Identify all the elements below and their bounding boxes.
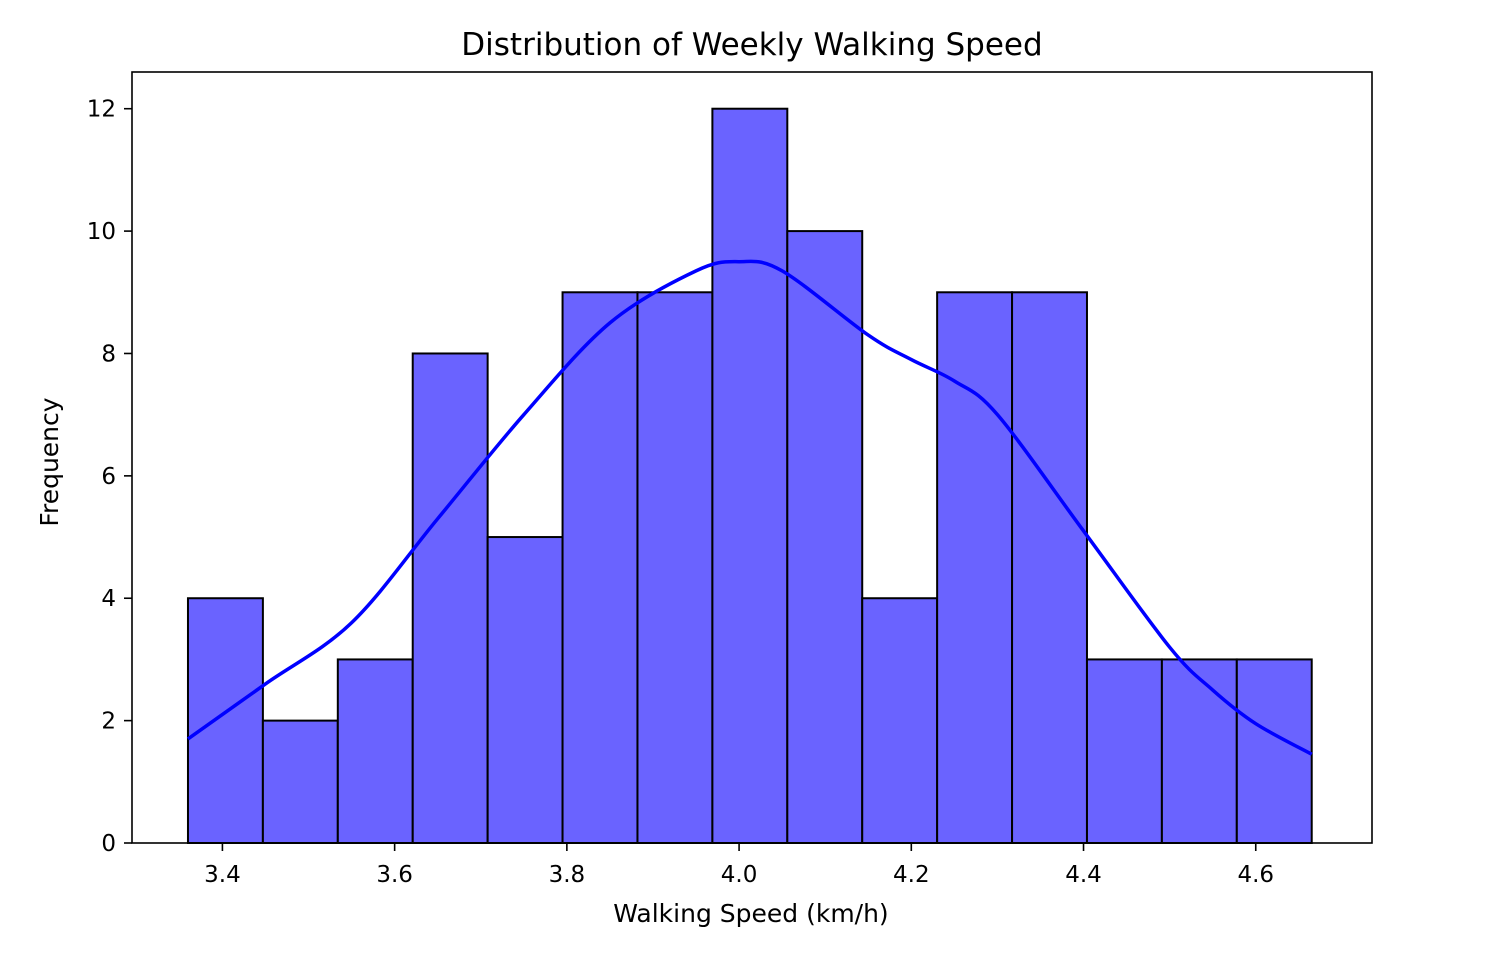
x-tick-label: 4.6 — [1237, 862, 1274, 888]
histogram-bar — [261, 719, 339, 844]
histogram-bar — [336, 658, 414, 845]
x-tick-label: 3.6 — [376, 862, 413, 888]
histogram-bar — [1160, 658, 1238, 845]
y-tick-label: 12 — [87, 97, 116, 123]
histogram-bar — [711, 107, 789, 844]
x-axis-label: Walking Speed (km/h) — [613, 899, 888, 928]
histogram-bar — [486, 536, 564, 844]
bars-layer — [186, 107, 1313, 845]
histogram-bar — [936, 291, 1014, 844]
y-axis-label: Frequency — [35, 397, 64, 526]
x-tick-label: 4.4 — [1065, 862, 1102, 888]
histogram-bar — [786, 230, 864, 845]
y-tick-label: 2 — [101, 709, 116, 735]
histogram-bar — [411, 352, 489, 844]
x-tick-label: 4.2 — [893, 862, 930, 888]
x-axis-ticks: 3.4 3.6 3.8 4.0 4.2 4.4 4.6 — [204, 843, 1274, 888]
y-tick-label: 0 — [101, 831, 116, 857]
y-axis-ticks: 0 2 4 6 8 10 12 — [87, 97, 132, 857]
histogram-bar — [861, 597, 939, 844]
plot-frame — [131, 71, 1373, 844]
x-tick-label: 3.4 — [204, 862, 241, 888]
x-tick-label: 4.0 — [721, 862, 758, 888]
histogram-bar — [186, 597, 264, 844]
y-tick-label: 10 — [87, 219, 116, 245]
y-tick-label: 4 — [101, 586, 116, 612]
y-tick-label: 8 — [101, 341, 116, 367]
histogram-bar — [561, 291, 639, 844]
y-tick-label: 6 — [101, 464, 116, 490]
histogram-bar — [1235, 658, 1313, 845]
histogram-bar — [1085, 658, 1163, 845]
x-tick-label: 3.8 — [549, 862, 586, 888]
histogram-bar — [1011, 291, 1088, 844]
kde-line — [186, 259, 1313, 756]
histogram-bar — [636, 291, 714, 844]
chart-title: Distribution of Weekly Walking Speed — [461, 27, 1042, 63]
